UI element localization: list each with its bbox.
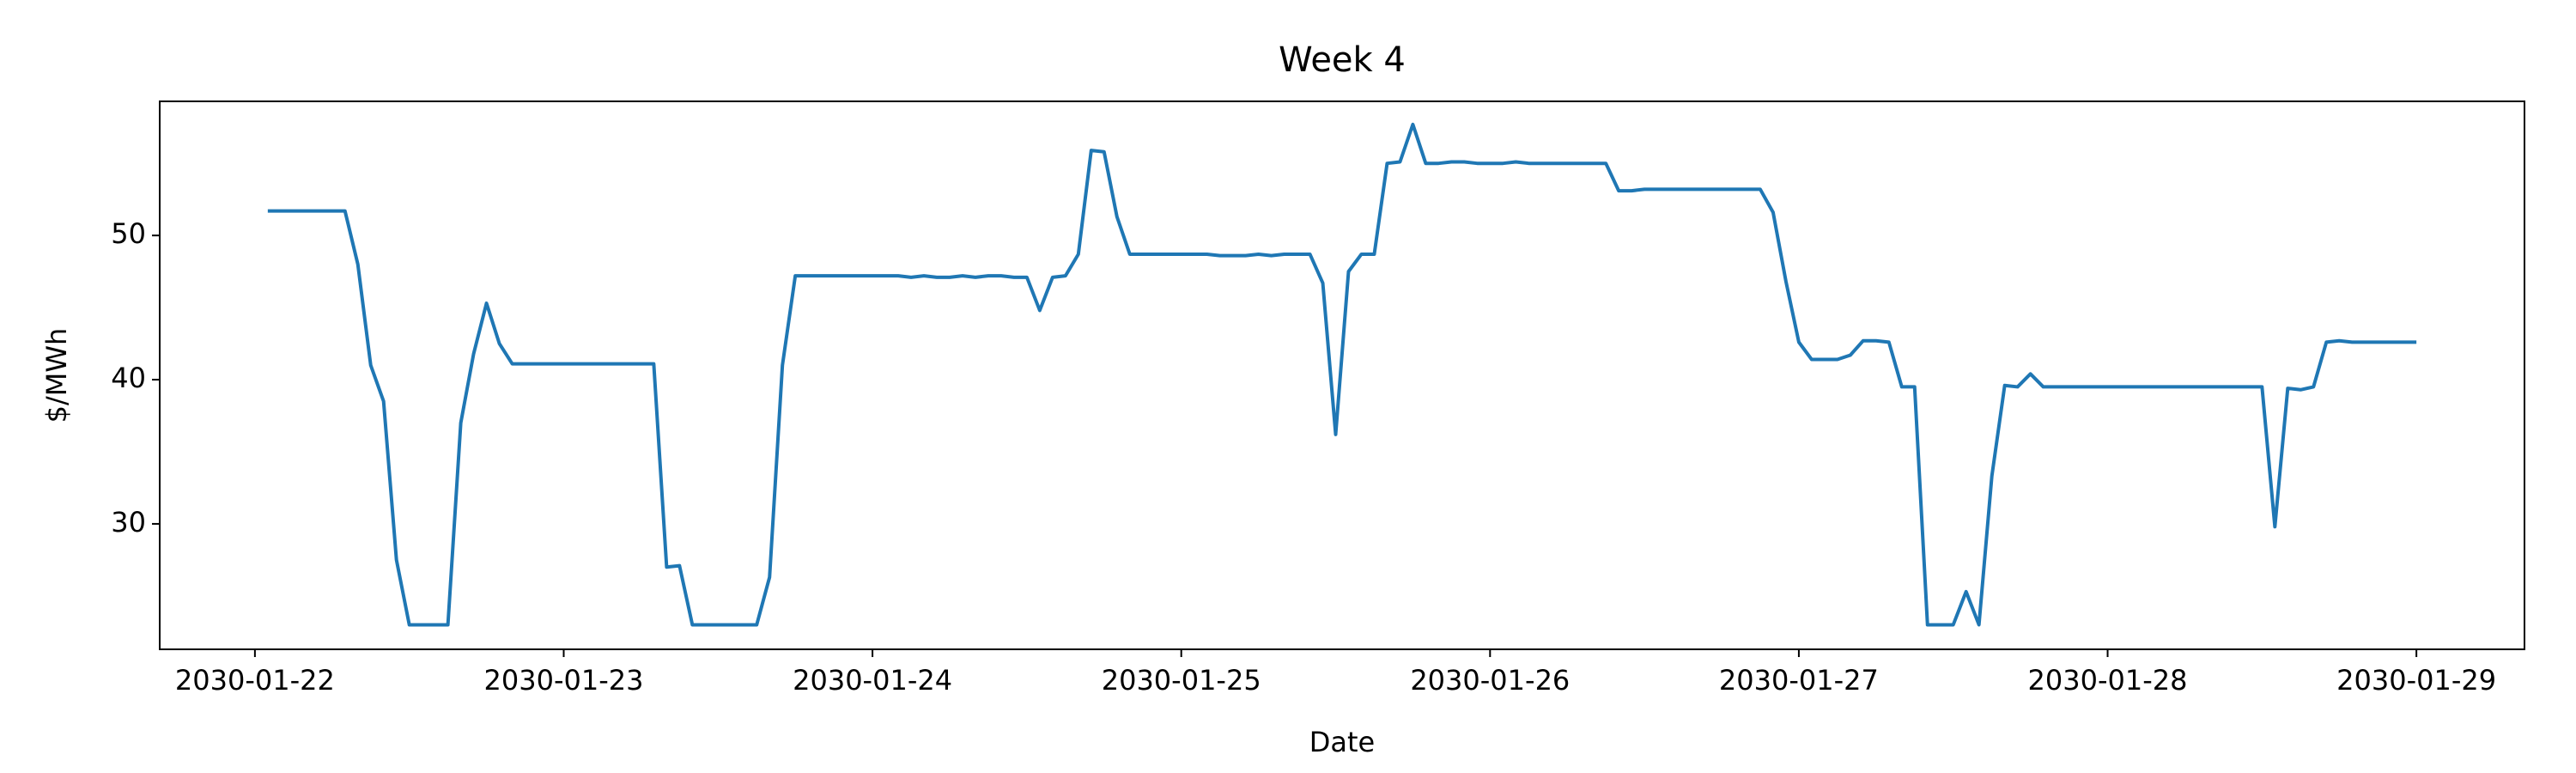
x-tick-label: 2030-01-29 [2336,664,2496,697]
line-series [267,122,2417,627]
x-axis-label: Date [1309,726,1375,758]
chart-title: Week 4 [1279,40,1406,80]
x-tick-label: 2030-01-24 [793,664,952,697]
x-tick-label: 2030-01-23 [484,664,644,697]
y-tick-label: 40 [111,362,146,394]
plot-frame [159,100,2525,650]
x-tick-label: 2030-01-26 [1410,664,1570,697]
y-tick-label: 30 [111,506,146,539]
x-tick-label: 2030-01-25 [1102,664,1261,697]
x-tick-label: 2030-01-28 [2028,664,2188,697]
y-axis-label: $/MWh [40,328,73,423]
x-tick-label: 2030-01-27 [1719,664,1879,697]
y-tick-label: 50 [111,217,146,250]
x-tick-label: 2030-01-22 [175,664,335,697]
